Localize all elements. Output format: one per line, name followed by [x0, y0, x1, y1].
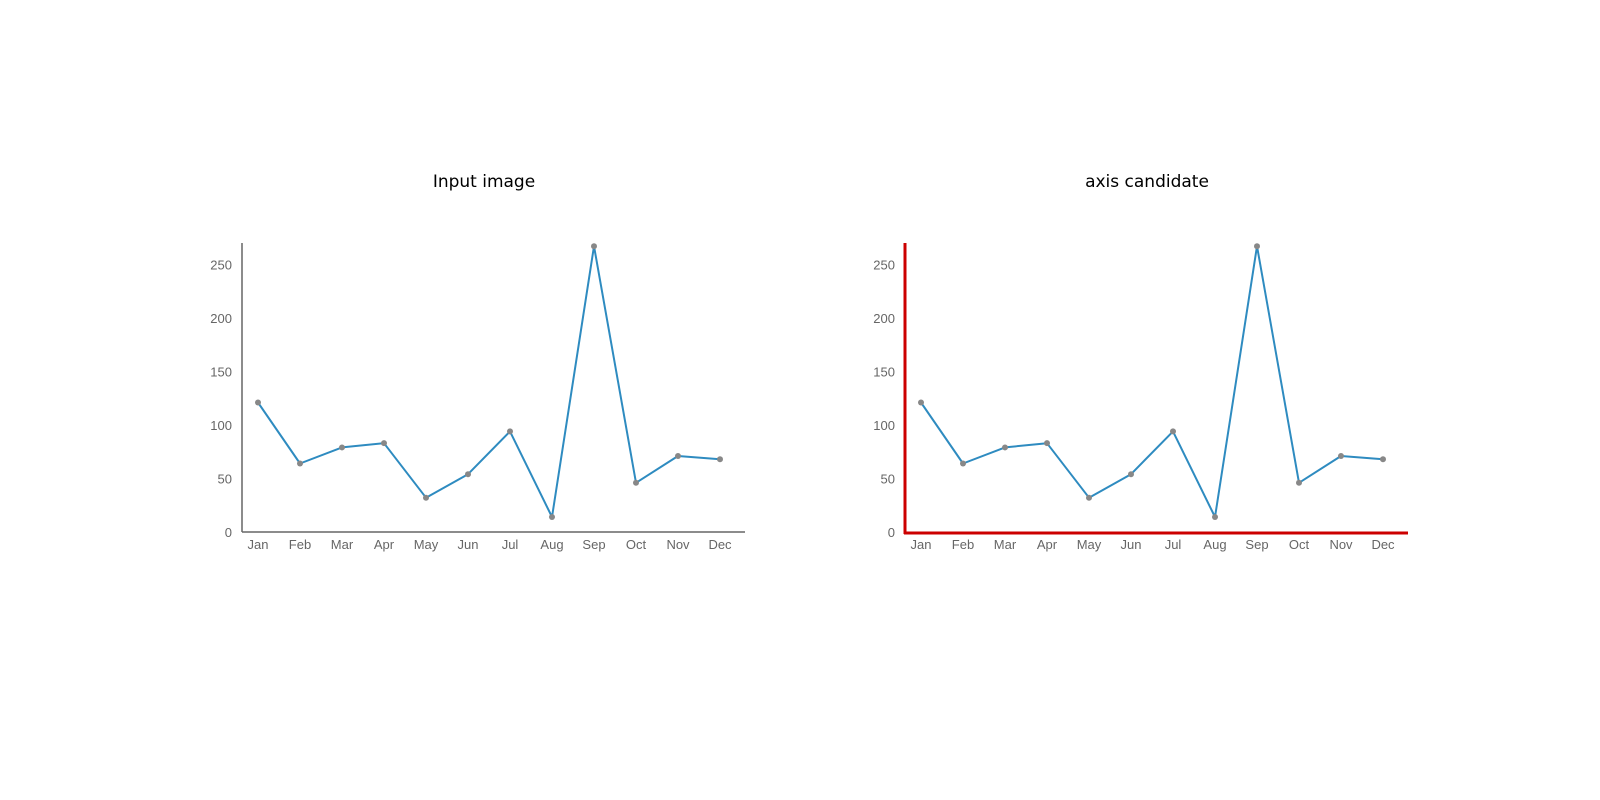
y-tick-label: 0	[888, 525, 895, 540]
data-point	[1296, 479, 1302, 486]
x-tick-label: Aug	[540, 537, 563, 552]
x-tick-label: Nov	[1329, 537, 1353, 552]
data-point	[255, 399, 261, 406]
data-point	[1128, 471, 1134, 478]
y-tick-label: 50	[218, 471, 232, 486]
data-point	[465, 471, 471, 478]
data-point	[1086, 494, 1092, 501]
x-tick-label: Aug	[1203, 537, 1226, 552]
y-tick-label: 250	[210, 257, 232, 272]
y-tick-label: 200	[873, 311, 895, 326]
series-line	[257, 245, 721, 518]
data-point	[381, 440, 387, 447]
x-tick-label: Jan	[248, 537, 269, 552]
x-tick-label: Mar	[331, 537, 354, 552]
data-point	[297, 460, 303, 467]
data-point	[591, 243, 597, 250]
data-point	[918, 399, 924, 406]
x-tick-label: Jun	[1121, 537, 1142, 552]
x-tick-label: Dec	[1371, 537, 1395, 552]
y-tick-label: 100	[210, 418, 232, 433]
x-tick-label: Feb	[289, 537, 311, 552]
data-point	[1254, 243, 1260, 250]
y-tick-label: 50	[881, 471, 895, 486]
x-tick-label: Mar	[994, 537, 1017, 552]
data-point	[507, 428, 513, 435]
y-tick-label: 200	[210, 311, 232, 326]
x-tick-label: Jul	[502, 537, 519, 552]
x-tick-label: Oct	[626, 537, 647, 552]
data-point	[1380, 456, 1386, 463]
x-tick-label: Jun	[458, 537, 479, 552]
x-tick-label: May	[414, 537, 439, 552]
x-tick-label: Jul	[1165, 537, 1182, 552]
data-point	[549, 514, 555, 521]
x-tick-label: Sep	[582, 537, 605, 552]
data-point	[717, 456, 723, 463]
x-tick-label: Nov	[666, 537, 690, 552]
y-tick-label: 250	[873, 257, 895, 272]
x-tick-label: Oct	[1289, 537, 1310, 552]
x-tick-label: Feb	[952, 537, 974, 552]
x-tick-label: Apr	[374, 537, 395, 552]
x-tick-label: Sep	[1245, 537, 1268, 552]
x-tick-label: Jan	[911, 537, 932, 552]
data-point	[633, 479, 639, 486]
data-point	[960, 460, 966, 467]
data-point	[423, 494, 429, 501]
data-point	[1212, 514, 1218, 521]
y-tick-label: 150	[873, 364, 895, 379]
panel-title-input: Input image	[432, 172, 536, 192]
panel-title-axis-candidate: axis candidate	[1085, 172, 1209, 192]
y-tick-label: 0	[225, 525, 232, 540]
data-point	[1044, 440, 1050, 447]
y-tick-label: 100	[873, 418, 895, 433]
data-point	[1002, 444, 1008, 451]
y-tick-label: 150	[210, 364, 232, 379]
x-tick-label: Dec	[708, 537, 732, 552]
data-point	[675, 453, 681, 460]
data-point	[1170, 428, 1176, 435]
x-tick-label: May	[1077, 537, 1102, 552]
data-point	[339, 444, 345, 451]
x-tick-label: Apr	[1037, 537, 1058, 552]
data-point	[1338, 453, 1344, 460]
series-line	[920, 245, 1384, 518]
